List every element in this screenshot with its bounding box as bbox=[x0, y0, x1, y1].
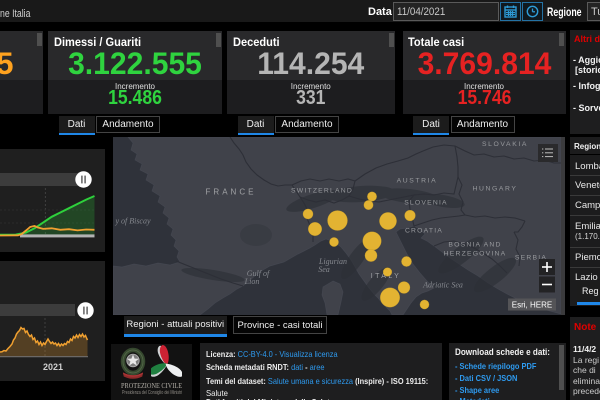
svg-text:Adriatic Sea: Adriatic Sea bbox=[422, 281, 463, 290]
svg-text:FRANCE: FRANCE bbox=[206, 188, 257, 197]
svg-text:SLOVAKIA: SLOVAKIA bbox=[482, 141, 528, 148]
svg-text:y of Biscay: y of Biscay bbox=[114, 217, 151, 226]
svg-text:Esri, HERE: Esri, HERE bbox=[512, 301, 552, 310]
svg-text:Sea: Sea bbox=[318, 265, 330, 274]
svg-text:HERZEGOVINA: HERZEGOVINA bbox=[444, 251, 507, 258]
svg-text:Ligurian: Ligurian bbox=[318, 257, 347, 266]
svg-text:ITALY: ITALY bbox=[371, 273, 401, 280]
svg-text:BOSNIA AND: BOSNIA AND bbox=[448, 242, 501, 249]
svg-text:Gulf of: Gulf of bbox=[247, 269, 271, 278]
svg-text:SWITZERLAND: SWITZERLAND bbox=[291, 188, 353, 195]
svg-text:AUSTRIA: AUSTRIA bbox=[397, 178, 438, 185]
svg-text:SLOVENIA: SLOVENIA bbox=[404, 200, 448, 207]
svg-text:SERBIA: SERBIA bbox=[515, 255, 547, 262]
svg-text:CROATIA: CROATIA bbox=[405, 228, 443, 235]
svg-text:Lion: Lion bbox=[244, 277, 260, 286]
svg-text:HUNGARY: HUNGARY bbox=[472, 186, 517, 193]
